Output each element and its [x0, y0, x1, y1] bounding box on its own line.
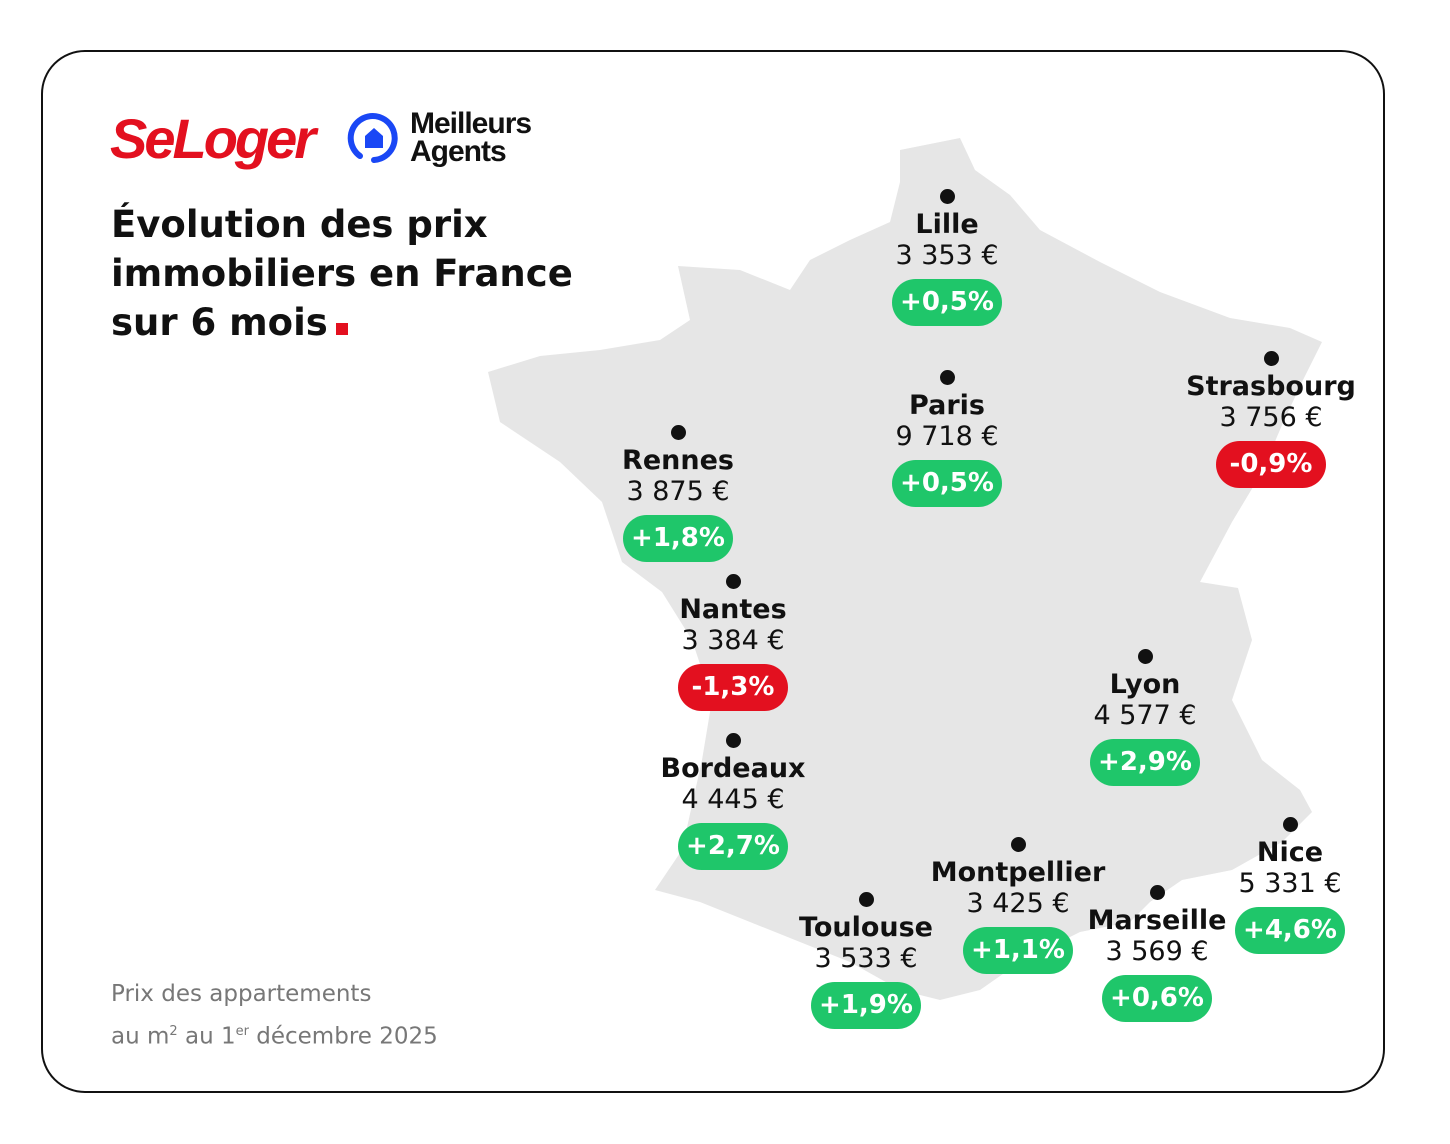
location-dot-icon — [939, 370, 955, 385]
seloger-logo: SeLoger — [110, 107, 316, 170]
change-badge: +2,7% — [678, 823, 788, 870]
location-dot-icon — [858, 892, 874, 907]
city-name: Rennes — [622, 445, 734, 476]
city-name: Lille — [915, 209, 979, 240]
city-name: Montpellier — [930, 857, 1106, 888]
city-marker-paris: Paris 9 718 € +0,5% — [827, 370, 1067, 507]
change-badge: +0,5% — [892, 279, 1002, 326]
title-line: immobiliers en France — [111, 252, 573, 295]
city-marker-montpellier: Montpellier 3 425 € +1,1% — [898, 837, 1138, 974]
city-marker-strasbourg: Strasbourg 3 756 € -0,9% — [1151, 351, 1391, 488]
city-marker-nice: Nice 5 331 € +4,6% — [1170, 817, 1410, 954]
logo-line: Agents — [410, 135, 507, 168]
location-dot-icon — [1010, 837, 1026, 852]
city-price: 3 875 € — [626, 476, 730, 507]
location-dot-icon — [939, 189, 955, 204]
city-price: 9 718 € — [895, 421, 999, 452]
footnote-line: au m2 au 1er décembre 2025 — [111, 1023, 438, 1050]
location-dot-icon — [725, 574, 741, 589]
change-badge: +1,1% — [963, 927, 1073, 974]
change-badge: +0,6% — [1102, 975, 1212, 1022]
city-price: 4 445 € — [681, 784, 785, 815]
city-name: Strasbourg — [1186, 371, 1356, 402]
change-badge: +1,8% — [623, 515, 733, 562]
house-circle-icon — [347, 113, 398, 163]
change-badge: -0,9% — [1216, 441, 1326, 488]
city-price: 3 425 € — [966, 888, 1070, 919]
location-dot-icon — [1149, 885, 1165, 900]
city-name: Bordeaux — [660, 753, 806, 784]
city-marker-toulouse: Toulouse 3 533 € +1,9% — [746, 892, 986, 1029]
location-dot-icon — [1263, 351, 1279, 366]
footnote-line: Prix des appartements — [111, 981, 372, 1007]
city-name: Toulouse — [798, 912, 933, 943]
city-marker-bordeaux: Bordeaux 4 445 € +2,7% — [613, 733, 853, 870]
logo-line: Meilleurs — [410, 107, 532, 140]
city-price: 3 756 € — [1219, 402, 1323, 433]
location-dot-icon — [670, 425, 686, 440]
city-price: 3 569 € — [1105, 936, 1209, 967]
change-badge: +1,9% — [811, 982, 921, 1029]
change-badge: +2,9% — [1090, 739, 1200, 786]
city-price: 5 331 € — [1238, 868, 1342, 899]
city-price: 3 533 € — [814, 943, 918, 974]
city-marker-marseille: Marseille 3 569 € +0,6% — [1037, 885, 1277, 1022]
title-line: sur 6 mois — [111, 301, 328, 344]
footnote: Prix des appartements au m2 au 1er décem… — [111, 976, 438, 1056]
title-line: Évolution des prix — [111, 203, 488, 246]
city-name: Lyon — [1109, 669, 1181, 700]
change-badge: +0,5% — [892, 460, 1002, 507]
red-square-icon — [335, 323, 348, 335]
city-name: Paris — [909, 390, 985, 421]
meilleurs-agents-logo: Meilleurs Agents — [346, 107, 532, 168]
city-price: 3 353 € — [895, 240, 999, 271]
location-dot-icon — [725, 733, 741, 748]
location-dot-icon — [1137, 649, 1153, 664]
card-frame — [41, 50, 1385, 1093]
city-marker-lyon: Lyon 4 577 € +2,9% — [1025, 649, 1265, 786]
city-name: Nice — [1256, 837, 1324, 868]
city-name: Nantes — [679, 594, 787, 625]
location-dot-icon — [1282, 817, 1298, 832]
city-price: 3 384 € — [681, 625, 785, 656]
change-badge: -1,3% — [678, 664, 788, 711]
city-marker-nantes: Nantes 3 384 € -1,3% — [613, 574, 853, 711]
city-marker-rennes: Rennes 3 875 € +1,8% — [558, 425, 798, 562]
change-badge: +4,6% — [1235, 907, 1345, 954]
page-title: Évolution des prix immobiliers en France… — [111, 200, 573, 347]
city-price: 4 577 € — [1093, 700, 1197, 731]
city-name: Marseille — [1087, 905, 1227, 936]
city-marker-lille: Lille 3 353 € +0,5% — [827, 189, 1067, 326]
